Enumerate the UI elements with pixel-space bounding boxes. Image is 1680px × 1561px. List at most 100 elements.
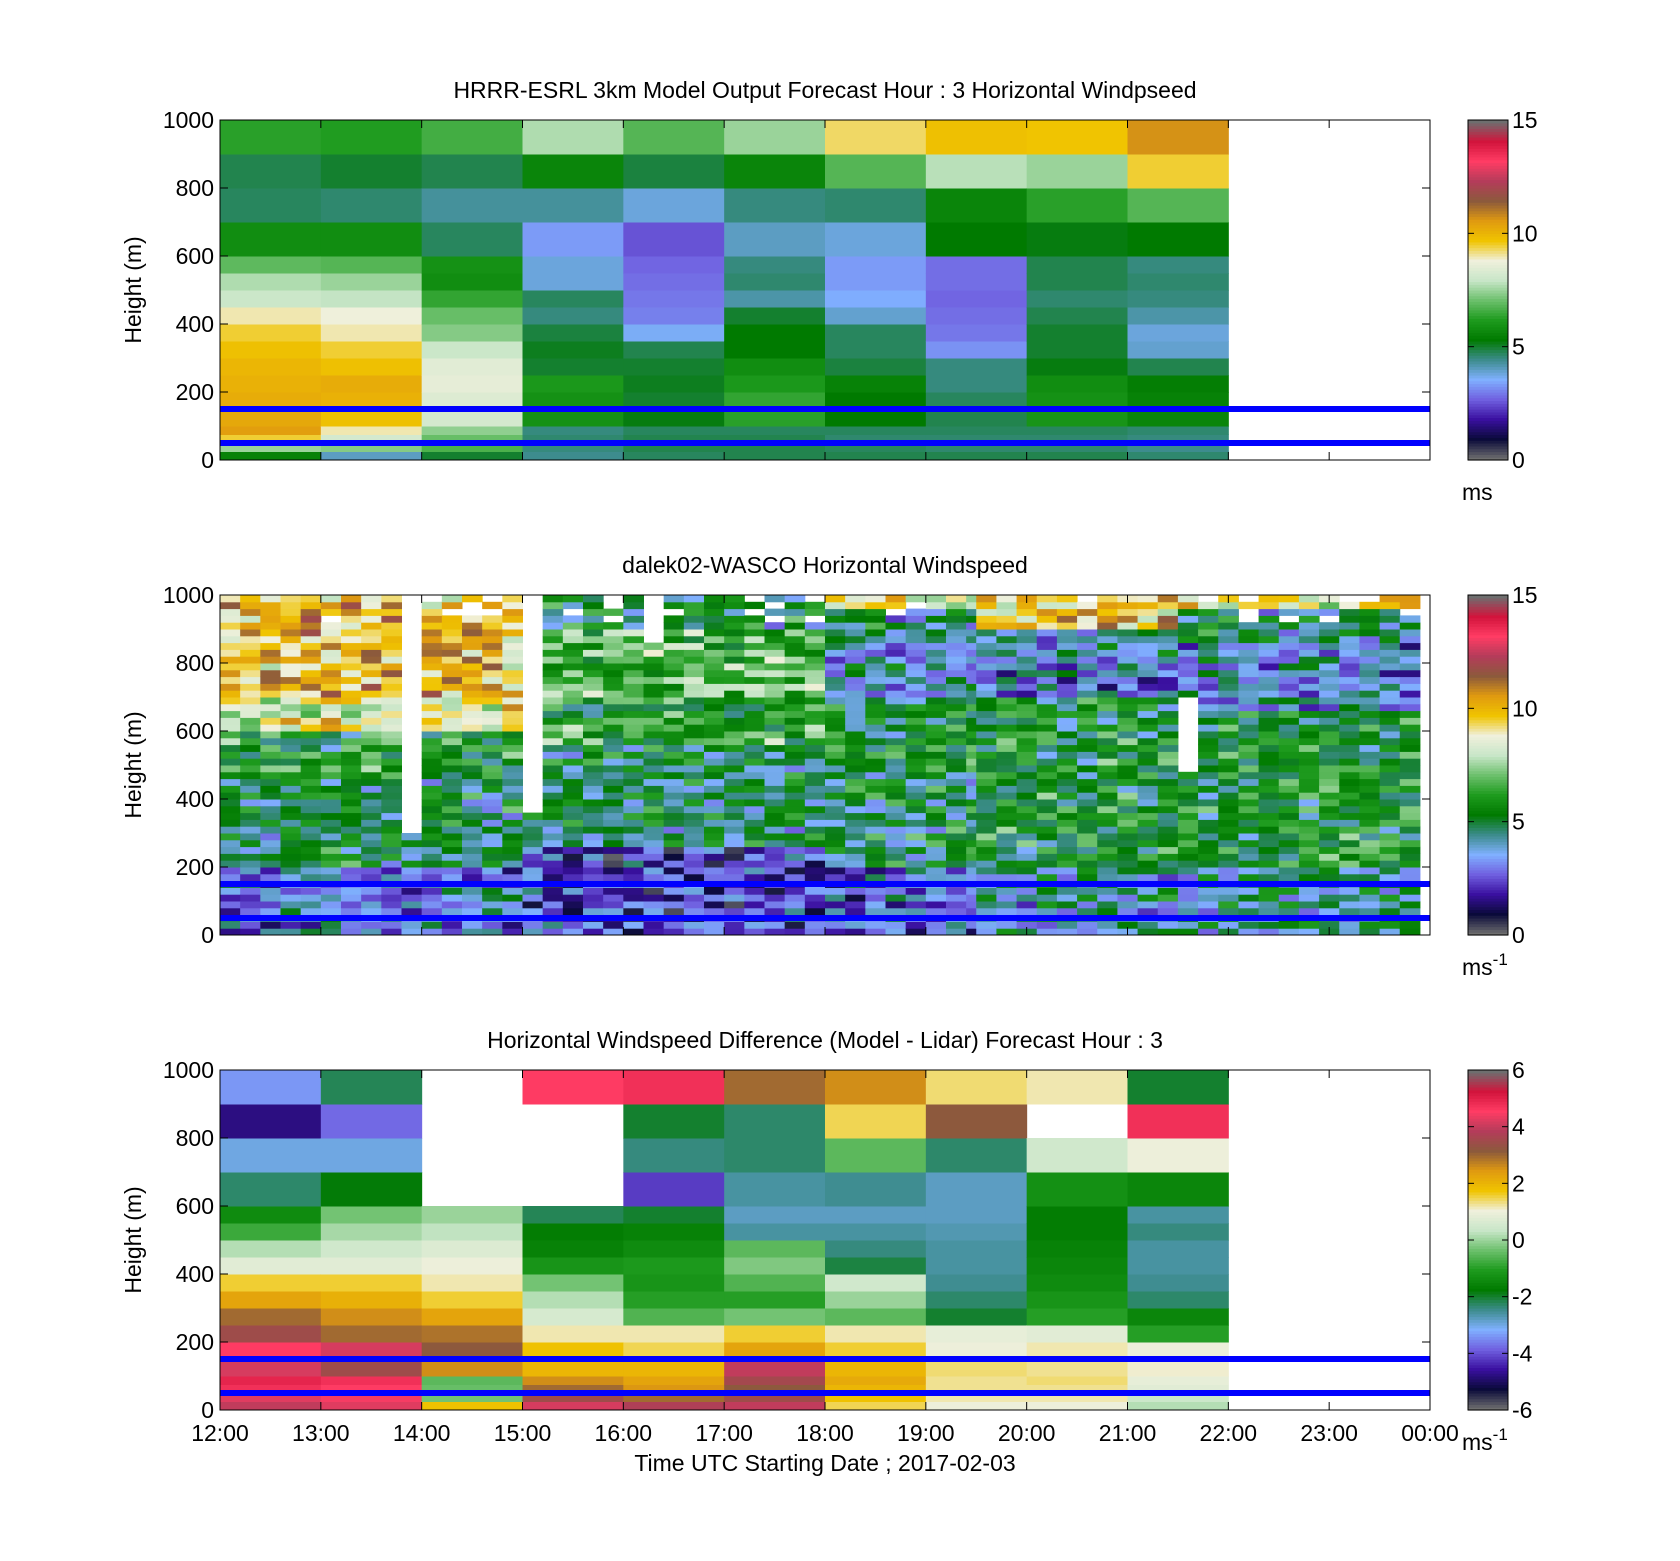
heatmap-cell [1056,649,1078,657]
heatmap-cell [522,887,544,895]
colorbar-segment [1468,448,1508,453]
heatmap-cell [744,860,765,868]
heatmap-cell [1218,656,1239,664]
heatmap-cell [341,697,362,705]
heatmap-cell [663,744,685,752]
colorbar-segment [1468,1376,1508,1380]
heatmap-cell [462,778,483,786]
heatmap-cell [946,622,967,630]
heatmap-cell [1177,649,1199,657]
colorbar-segment [1468,358,1508,362]
heatmap-cell [260,717,281,725]
heatmap-cell [905,792,927,800]
heatmap-cell [220,1274,322,1292]
colorbar-segment [1468,182,1508,186]
heatmap-cell [381,907,402,916]
heatmap-cell [825,1376,927,1385]
heatmap-cell [1077,833,1098,841]
heatmap-cell [320,1104,423,1139]
colorbar-segment [1468,906,1508,911]
heatmap-cell [784,656,806,664]
heatmap-cell [825,1070,927,1105]
heatmap-cell [1359,839,1381,848]
colorbar-segment [1468,267,1508,271]
heatmap-cell [663,799,685,807]
heatmap-cell [1218,697,1239,705]
heatmap-cell [1278,771,1300,780]
heatmap-cell [1077,635,1098,644]
colorbar-tick-label: -6 [1512,1397,1532,1423]
colorbar-segment [1468,428,1508,433]
heatmap-cell [804,669,826,678]
colorbar-tick-label: -2 [1512,1284,1532,1310]
heatmap-cell [1157,608,1179,616]
heatmap-cell [764,819,786,827]
heatmap-cell [603,703,624,712]
heatmap-cell [885,697,907,705]
colorbar-segment [1468,801,1508,806]
colorbar-segment [1468,1339,1508,1343]
colorbar-segment [1468,793,1508,797]
heatmap-cell [522,273,624,291]
heatmap-cell [683,669,705,678]
heatmap-cell [1036,907,1058,916]
heatmap-cell [401,833,423,841]
heatmap-cell [1036,901,1058,909]
heatmap-cell [240,690,261,698]
heatmap-cell [320,188,423,223]
colorbar-segment [1468,1160,1508,1165]
heatmap-cell [381,894,402,902]
heatmap-cell [825,785,846,793]
heatmap-cell [643,669,665,678]
heatmap-cell [1036,812,1058,820]
heatmap-cell [361,819,382,827]
heatmap-cell [341,765,362,773]
heatmap-cell [885,765,907,773]
heatmap-cell [865,805,886,814]
heatmap-cell [925,765,947,773]
heatmap-cell [381,778,402,786]
heatmap-cell [1097,826,1118,834]
heatmap-cell [1036,622,1058,630]
heatmap-cell [562,703,584,712]
heatmap-cell [260,635,281,644]
heatmap-cell [865,690,886,698]
heatmap-cell [925,928,947,936]
heatmap-cell [421,375,523,393]
heatmap-cell [1319,792,1340,800]
heatmap-cell [996,839,1018,848]
heatmap-cell [1399,683,1421,691]
heatmap-cell [1238,819,1260,827]
heatmap-cell [1359,758,1381,766]
heatmap-cell [865,771,886,780]
heatmap-cell [825,731,846,739]
heatmap-cell [784,860,806,868]
heatmap-cell [462,819,483,827]
colorbar-tick-label: 4 [1512,1114,1525,1140]
heatmap-cell [996,751,1018,759]
heatmap-cell [946,887,967,895]
heatmap-cell [320,907,342,916]
heatmap-cell [643,778,665,786]
heatmap-cell [542,663,564,671]
heatmap-cell [341,669,362,678]
heatmap-cell [764,765,786,773]
heatmap-cell [905,928,927,936]
heatmap-cell [663,765,685,773]
heatmap-cell [1278,710,1300,718]
heatmap-cell [1379,697,1401,705]
heatmap-cell [1319,683,1340,691]
heatmap-cell [885,635,907,644]
heatmap-cell [220,1223,322,1241]
heatmap-cell [1298,737,1320,746]
heatmap-cell [623,443,725,452]
heatmap-cell [663,907,685,916]
y-axis-label: Height (m) [120,1186,146,1293]
heatmap-cell [381,608,402,616]
heatmap-cell [663,724,685,732]
heatmap-cell [996,601,1018,610]
heatmap-cell [865,839,886,848]
colorbar-segment [1468,261,1508,266]
heatmap-cell [1157,853,1179,861]
colorbar-segment [1468,1279,1508,1284]
